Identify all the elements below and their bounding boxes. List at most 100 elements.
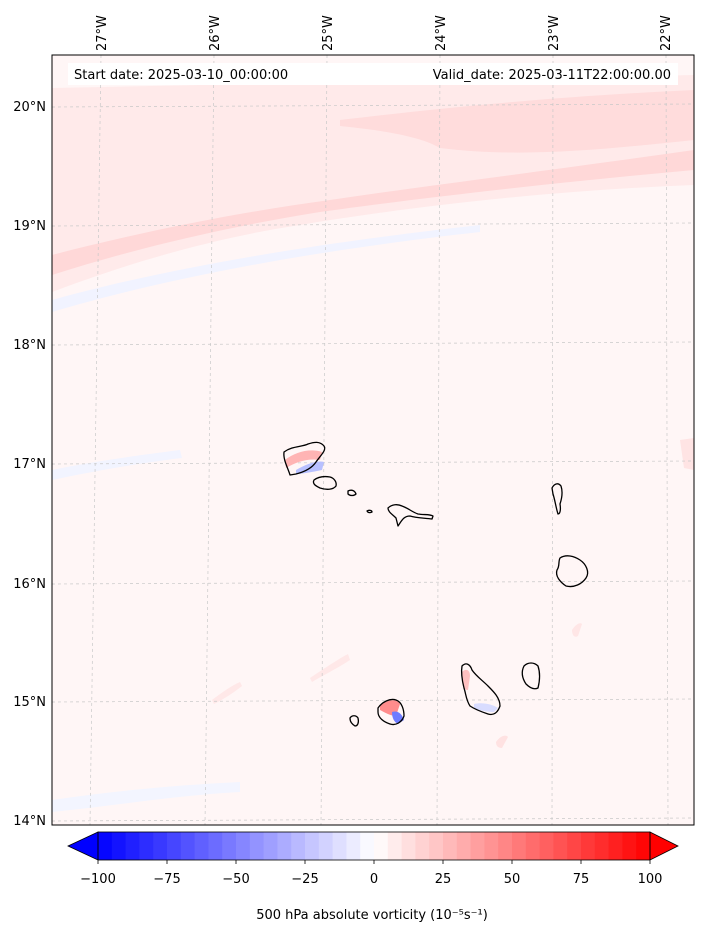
colorbar-cell <box>429 832 444 860</box>
colorbar-tick-label: 75 <box>573 872 590 887</box>
colorbar-cell <box>498 832 513 860</box>
colorbar-cell <box>125 832 140 860</box>
colorbar-cells <box>98 832 651 860</box>
island-santiago <box>460 663 501 716</box>
lon-label: 24°W <box>434 15 449 51</box>
colorbar-cell <box>318 832 334 860</box>
island-fogo <box>377 698 405 726</box>
colorbar-tick-label: −75 <box>153 872 180 887</box>
coastlines <box>283 441 589 727</box>
colorbar-extend-low <box>67 831 99 861</box>
colorbar-cell <box>180 832 196 860</box>
colorbar-ticks: −100 −75 −50 −25 0 25 50 75 100 <box>80 860 662 887</box>
lon-label: 23°W <box>547 15 562 51</box>
lat-label: 14°N <box>13 814 46 829</box>
map-panel <box>52 55 694 825</box>
weak-positive-vorticity <box>310 654 350 682</box>
colorbar-cell <box>360 832 375 860</box>
colorbar-cell <box>208 832 223 860</box>
colorbar-cell <box>153 832 168 860</box>
colorbar-cell <box>111 832 127 860</box>
header-box <box>68 63 678 85</box>
island-brava <box>349 715 360 727</box>
lon-label: 26°W <box>208 15 223 51</box>
lon-label: 22°W <box>659 15 674 51</box>
colorbar-cell <box>622 832 637 860</box>
colorbar-tick-label: −50 <box>222 872 249 887</box>
lat-label: 20°N <box>13 100 46 115</box>
longitude-labels: 27°W 26°W 25°W 24°W 23°W 22°W <box>95 15 674 51</box>
colorbar-cell <box>581 832 596 860</box>
valid-date-label: Valid_date: 2025-03-11T22:00:00.00 <box>433 68 671 83</box>
colorbar-cell <box>139 832 154 860</box>
island-branco <box>366 509 373 514</box>
colorbar-cell <box>222 832 237 860</box>
colorbar-cell <box>553 832 568 860</box>
colorbar-tick-label: 0 <box>370 872 378 887</box>
colorbar-cell <box>167 832 182 860</box>
colorbar-cell <box>594 832 610 860</box>
colorbar-cell <box>305 832 320 860</box>
colorbar-cell <box>539 832 554 860</box>
lon-label: 25°W <box>321 15 336 51</box>
weak-negative-vorticity <box>52 782 240 812</box>
colorbar-tick-label: 50 <box>504 872 521 887</box>
positive-vorticity-cell <box>285 450 322 468</box>
colorbar-tick-label: −100 <box>80 872 116 887</box>
start-date-label: Start date: 2025-03-10_00:00:00 <box>74 68 288 83</box>
colorbar-label: 500 hPa absolute vorticity (10⁻⁵s⁻¹) <box>256 908 488 923</box>
colorbar-extend-high <box>649 831 679 861</box>
lat-label: 15°N <box>13 695 46 710</box>
colorbar-cell <box>98 832 113 860</box>
colorbar-tick-label: −25 <box>291 872 318 887</box>
vorticity-band-mid <box>52 150 694 275</box>
colorbar-cell <box>291 832 306 860</box>
colorbar-cell <box>636 832 651 860</box>
map-frame <box>51 54 695 826</box>
colorbar-cell <box>401 832 416 860</box>
colorbar-cell <box>346 832 361 860</box>
island-santo-antao <box>283 441 326 476</box>
colorbar-cell <box>249 832 265 860</box>
colorbar-tick-label: 25 <box>435 872 452 887</box>
island-maio <box>521 662 541 690</box>
colorbar-cell <box>236 832 251 860</box>
weak-positive-vorticity <box>572 623 582 637</box>
weak-negative-vorticity <box>52 225 480 312</box>
colorbar-cell <box>415 832 430 860</box>
weak-negative-vorticity <box>52 450 182 480</box>
island-sal <box>551 483 563 515</box>
lat-label: 16°N <box>13 577 46 592</box>
island-sao-nicolau <box>387 504 434 527</box>
graticule <box>52 55 694 825</box>
colorbar-cell <box>277 832 292 860</box>
colorbar-cell <box>470 832 485 860</box>
weak-positive-vorticity <box>496 735 508 748</box>
lon-label: 27°W <box>95 15 110 51</box>
colorbar-tick-label: 100 <box>638 872 663 887</box>
lat-label: 17°N <box>13 457 46 472</box>
weak-positive-vorticity <box>212 682 242 704</box>
colorbar-cell <box>194 832 209 860</box>
colorbar-cell <box>263 832 278 860</box>
colorbar-cell <box>525 832 541 860</box>
latitude-labels: 20°N 19°N 18°N 17°N 16°N 15°N 14°N <box>13 100 46 829</box>
island-sao-vicente <box>312 475 337 490</box>
positive-vorticity-cell <box>462 669 470 690</box>
negative-vorticity-cell <box>474 703 498 712</box>
colorbar-cell <box>332 832 347 860</box>
colorbar-cell <box>374 832 389 860</box>
colorbar: −100 −75 −50 −25 0 25 50 75 100 500 hPa absolute… <box>67 831 679 923</box>
colorbar-cell <box>567 832 582 860</box>
lat-label: 18°N <box>13 338 46 353</box>
weak-positive-vorticity <box>680 438 694 470</box>
colorbar-cell <box>608 832 623 860</box>
colorbar-cell <box>443 832 458 860</box>
colorbar-cell <box>456 832 472 860</box>
lat-label: 19°N <box>13 219 46 234</box>
island-boa-vista <box>555 555 589 588</box>
island-santa-luzia <box>347 489 357 497</box>
colorbar-cell <box>484 832 499 860</box>
colorbar-cell <box>387 832 403 860</box>
